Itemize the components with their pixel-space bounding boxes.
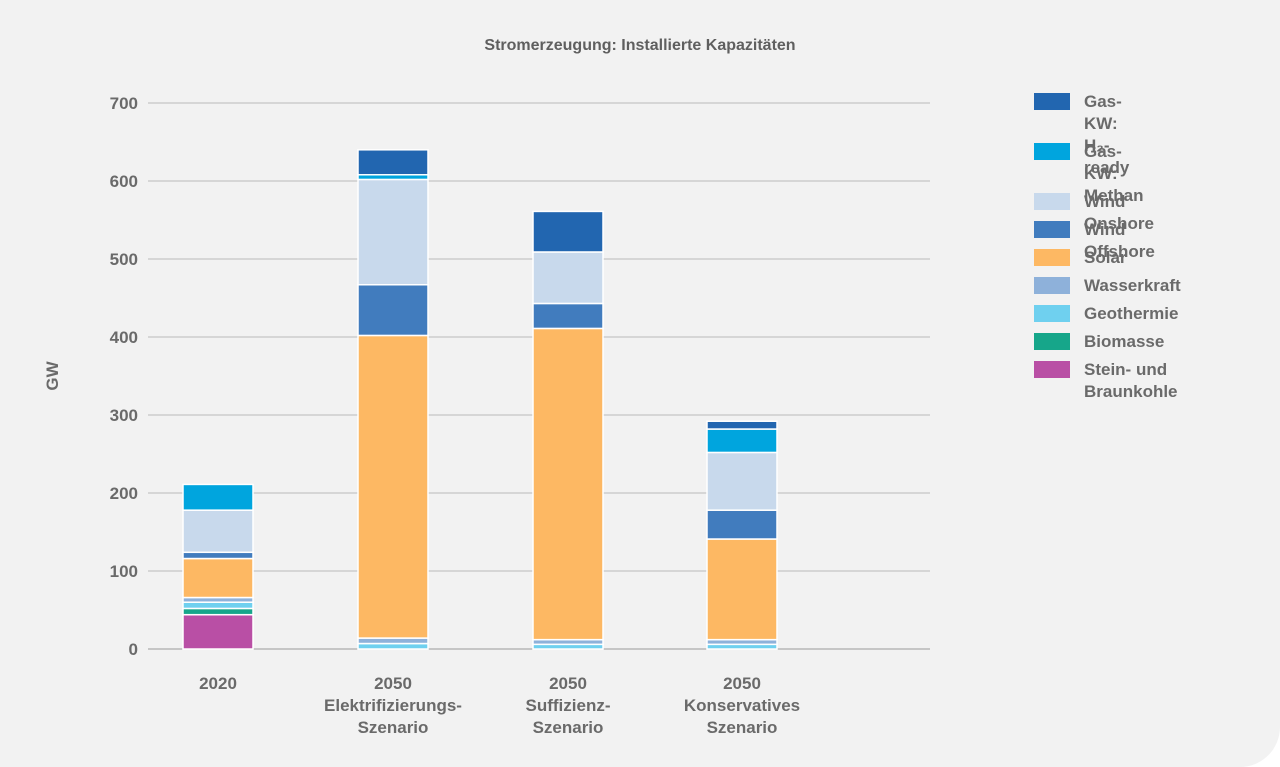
bar-segment <box>706 420 778 430</box>
chart-title: Stromerzeugung: Installierte Kapazitäten <box>484 37 796 54</box>
bar-segment <box>357 637 429 645</box>
y-tick-label: 300 <box>110 406 138 425</box>
legend-label: Biomasse <box>1084 332 1165 351</box>
bar-segment <box>182 483 254 511</box>
legend-swatch <box>1034 361 1070 378</box>
legend-label: Wind Onshore <box>1084 192 1154 233</box>
legend-swatch <box>1034 277 1070 294</box>
bar-segment <box>706 428 778 454</box>
bar-segment <box>182 607 254 616</box>
legend-swatch <box>1034 333 1070 350</box>
y-tick-label: 600 <box>110 172 138 191</box>
y-tick-label: 100 <box>110 562 138 581</box>
y-tick-label: 0 <box>129 640 138 659</box>
legend-item: Wasserkraft <box>1034 275 1181 297</box>
y-axis-label: GW <box>43 360 62 390</box>
y-tick-label: 400 <box>110 328 138 347</box>
legend-item: Biomasse <box>1034 331 1164 353</box>
bar-segment <box>706 451 778 511</box>
bar-segment <box>182 557 254 599</box>
bar-segment <box>182 601 254 610</box>
legend-label: Wasserkraft <box>1084 276 1181 295</box>
bar-segment <box>357 334 429 639</box>
bar-segment <box>532 327 604 641</box>
y-tick-label: 700 <box>110 94 138 113</box>
bar-segment <box>357 178 429 286</box>
legend-item: Solar <box>1034 247 1127 269</box>
legend-swatch <box>1034 305 1070 322</box>
bar-segment <box>357 642 429 650</box>
legend-swatch <box>1034 221 1070 238</box>
legend-item: Geothermie <box>1034 303 1178 325</box>
legend-label: Geothermie <box>1084 304 1179 323</box>
bar-segment <box>706 538 778 641</box>
bar-segment <box>357 149 429 176</box>
x-category-label: 2050 Konservatives Szenario <box>684 674 800 737</box>
legend-swatch <box>1034 193 1070 210</box>
legend-label: Wind Offshore <box>1084 220 1155 261</box>
bar-segment <box>357 283 429 337</box>
bar-segment <box>532 302 604 330</box>
legend-item: Gas-KW: H₂-ready <box>1034 91 1129 179</box>
legend-swatch <box>1034 249 1070 266</box>
legend-swatch <box>1034 93 1070 110</box>
legend-swatch <box>1034 143 1070 160</box>
y-tick-label: 200 <box>110 484 138 503</box>
bar-segment <box>532 251 604 305</box>
legend-label: Solar <box>1084 248 1127 267</box>
legend-item: Stein- und Braunkohle <box>1034 359 1178 403</box>
bar-segment <box>182 509 254 554</box>
legend-label: Gas-KW: Methan <box>1084 142 1144 205</box>
x-category-label: 2020 <box>199 674 237 693</box>
legend-item: Wind Offshore <box>1034 219 1155 263</box>
bar-segment <box>182 551 254 560</box>
legend-item: Gas-KW: Methan <box>1034 141 1144 207</box>
bar-segment <box>706 509 778 540</box>
x-category-label: 2050 Elektrifizierungs-Szenario <box>324 674 462 737</box>
legend-label: Gas-KW: H₂-ready <box>1084 92 1130 177</box>
bar-segment <box>532 210 604 253</box>
x-category-label: 2050 Suffizienz-Szenario <box>526 674 611 737</box>
legend-item: Wind Onshore <box>1034 191 1154 235</box>
bar-segment <box>182 613 254 650</box>
y-tick-label: 500 <box>110 250 138 269</box>
legend-label: Stein- und Braunkohle <box>1084 360 1178 401</box>
